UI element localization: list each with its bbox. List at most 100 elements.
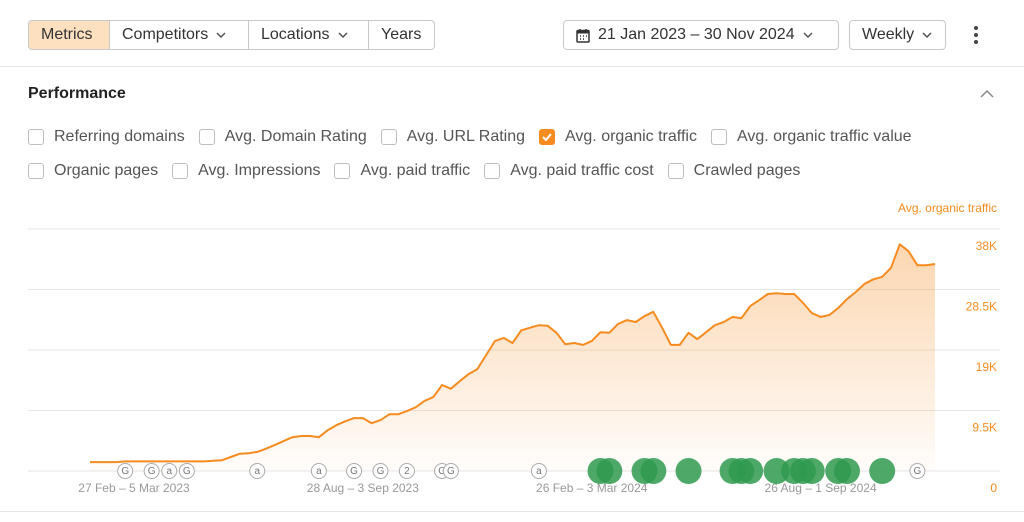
metric-option[interactable]: Organic pages: [28, 160, 158, 182]
metric-label: Avg. organic traffic: [565, 128, 697, 145]
x-tick-label: 27 Feb – 5 Mar 2023: [78, 481, 190, 495]
event-label: G: [148, 466, 156, 477]
event-label: 2: [404, 466, 410, 477]
event-label: G: [438, 466, 446, 477]
date-picker[interactable]: 21 Jan 2023 – 30 Nov 2024: [563, 20, 839, 50]
tab-label: Locations: [261, 26, 330, 43]
tab[interactable]: Metrics: [28, 20, 110, 50]
chevron: [803, 32, 813, 38]
checkbox[interactable]: [28, 163, 44, 179]
divider: [0, 511, 1024, 512]
event-marker: [161, 463, 178, 479]
event-marker: [310, 463, 327, 479]
chevron: [216, 32, 226, 38]
date-range: 21 Jan 2023 – 30 Nov 2024: [598, 26, 795, 43]
y-tick-label: 38K: [976, 239, 997, 253]
x-tick-label: 26 Feb – 3 Mar 2024: [536, 481, 648, 495]
metric-label: Avg. paid traffic cost: [510, 162, 654, 179]
checkbox[interactable]: [172, 163, 189, 179]
checkbox[interactable]: [710, 129, 727, 145]
metric-option[interactable]: Crawled pages: [667, 160, 801, 182]
event-label: a: [166, 466, 172, 477]
y-tick-label: 19K: [976, 360, 997, 374]
area: [90, 244, 935, 471]
tab[interactable]: Competitors: [109, 20, 249, 50]
event-marker: [398, 463, 415, 479]
tab-label: Competitors: [122, 26, 209, 43]
metric-options: Referring domains Avg. Domain Rating Avg. …: [28, 126, 926, 194]
tab[interactable]: Locations: [248, 20, 369, 50]
divider: [0, 66, 1024, 67]
event-label: G: [350, 466, 358, 477]
line: [90, 243, 936, 464]
event-marker: [346, 463, 363, 479]
tab-label: Years: [381, 26, 422, 43]
metric-row: Organic pages Avg. Impressions Avg. paid t…: [28, 160, 926, 182]
metric-option[interactable]: Avg. organic traffic value: [710, 126, 912, 148]
checkbox[interactable]: [380, 129, 397, 145]
metric-label: Avg. organic traffic value: [736, 128, 912, 145]
metric-row: Referring domains Avg. Domain Rating Avg. …: [28, 126, 926, 148]
event-marker: [117, 463, 134, 479]
legend-label: Avg. organic traffic: [898, 201, 997, 215]
metric-option[interactable]: Avg. Domain Rating: [198, 126, 367, 148]
metric-label: Avg. URL Rating: [406, 128, 526, 145]
checkbox[interactable]: [28, 129, 44, 145]
metric-option[interactable]: Referring domains: [28, 126, 185, 148]
metric-option[interactable]: Avg. paid traffic: [334, 160, 470, 182]
update-marker: [798, 458, 825, 484]
event-marker: [909, 463, 926, 479]
metric-label: Crawled pages: [693, 162, 801, 179]
event-marker: [178, 463, 195, 479]
metric-label: Avg. paid traffic: [360, 162, 471, 179]
event-label: a: [536, 466, 542, 477]
event-label: G: [121, 466, 129, 477]
event-label: a: [254, 466, 260, 477]
update-marker: [833, 458, 860, 484]
checkbox[interactable]: [484, 163, 501, 179]
update-marker: [737, 458, 764, 484]
event-marker: [249, 463, 266, 479]
panel-title: Performance: [28, 85, 126, 102]
metric-label: Avg. Domain Rating: [224, 128, 367, 145]
x-tick-label: 28 Aug – 3 Sep 2023: [307, 481, 419, 495]
event-label: G: [377, 466, 385, 477]
calendar-icon: [576, 28, 590, 43]
update-marker: [596, 458, 623, 484]
event-marker: [442, 463, 459, 479]
interval: Weekly: [862, 26, 915, 43]
event-label: G: [447, 466, 455, 477]
collapse-icon[interactable]: [979, 89, 995, 99]
metric-option[interactable]: Avg. paid traffic cost: [484, 160, 654, 182]
event-label: G: [183, 466, 191, 477]
event-label: a: [316, 466, 322, 477]
y-tick-label: 0: [990, 481, 997, 495]
metric-label: Organic pages: [54, 162, 159, 179]
update-marker: [675, 458, 702, 484]
tab[interactable]: Years: [368, 20, 435, 50]
interval-select[interactable]: Weekly: [849, 20, 946, 50]
metric-label: Referring domains: [54, 128, 185, 145]
metric-option[interactable]: Avg. URL Rating: [380, 126, 526, 148]
more-menu[interactable]: [970, 25, 982, 45]
checkbox[interactable]: [667, 163, 684, 179]
chevron: [922, 32, 932, 38]
metric-label: Avg. Impressions: [198, 162, 321, 179]
chevron: [337, 32, 348, 38]
event-marker: [530, 463, 547, 479]
check-icon: [542, 133, 552, 141]
update-marker: [640, 458, 667, 484]
tab-label: Metrics: [41, 26, 93, 43]
update-marker: [869, 458, 896, 484]
x-tick-label: 26 Aug – 1 Sep 2024: [765, 481, 877, 495]
event-label: G: [914, 466, 922, 477]
event-marker: [143, 463, 160, 479]
event-marker: [372, 463, 389, 479]
checkbox[interactable]: [334, 163, 351, 179]
metric-option[interactable]: Avg. Impressions: [172, 160, 320, 182]
metric-option[interactable]: Avg. organic traffic: [539, 126, 697, 148]
checkbox[interactable]: [198, 129, 215, 145]
checkbox[interactable]: [539, 129, 556, 145]
